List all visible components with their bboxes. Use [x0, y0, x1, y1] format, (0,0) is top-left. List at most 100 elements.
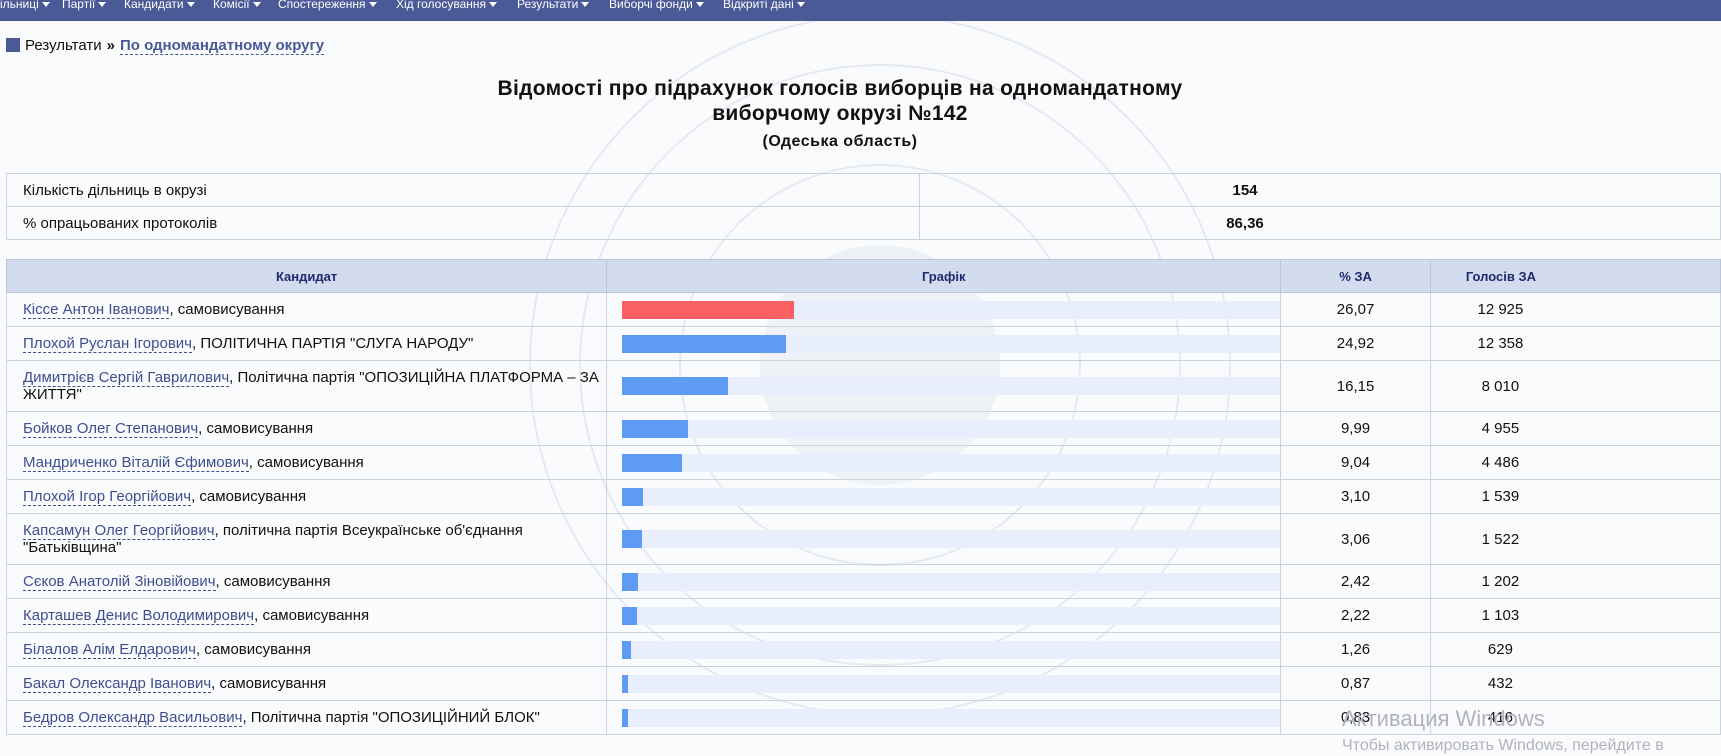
table-row: Карташев Денис Володимирович, самовисува…	[5, 598, 1721, 633]
candidate-link[interactable]: Мандриченко Віталій Єфимович	[23, 454, 249, 472]
bar-fill	[622, 572, 639, 591]
chart-cell	[606, 445, 1282, 480]
chart-cell	[606, 700, 1282, 735]
candidate-link[interactable]: Бакал Олександр Іванович	[23, 675, 212, 693]
votes-cell: 12 925	[1429, 292, 1721, 327]
nav-item-results[interactable]: Результати	[517, 0, 590, 13]
candidate-link[interactable]: Білалов Алім Елдарович	[23, 641, 196, 659]
nav-item-observation[interactable]: Спостереження	[278, 0, 377, 13]
candidate-link[interactable]: Сєков Анатолій Зіновійович	[23, 573, 216, 591]
candidate-link[interactable]: Димитрієв Сергій Гаврилович	[23, 369, 230, 387]
candidate-link[interactable]: Плохой Ігор Георгійович	[23, 488, 192, 506]
page-title-line2: виборчому окрузі №142	[712, 102, 968, 125]
chart-cell	[606, 360, 1282, 412]
bar-track	[622, 708, 1281, 727]
votes-cell: 8 010	[1429, 360, 1721, 412]
candidate-link[interactable]: Бедров Олександр Васильович	[23, 709, 243, 727]
candidate-party: , Політична партія "ОПОЗИЦІЙНИЙ БЛОК"	[242, 709, 540, 726]
nav-item-open-data[interactable]: Відкриті дані	[723, 0, 805, 13]
nav-item-election-funds[interactable]: Виборчі фонди	[609, 0, 704, 13]
percent-cell: 3,10	[1280, 479, 1431, 514]
chart-cell	[606, 564, 1282, 599]
candidate-party: , самовисування	[195, 641, 311, 658]
candidate-party: , політична партія Всеукраїнське об'єдна…	[23, 522, 523, 556]
chevron-down-icon	[695, 2, 704, 8]
square-icon	[6, 38, 20, 52]
candidate-cell: Плохой Руслан Ігорович, ПОЛІТИЧНА ПАРТІЯ…	[5, 326, 608, 361]
chart-cell	[606, 632, 1282, 667]
votes-cell: 1 103	[1429, 598, 1721, 633]
candidate-link[interactable]: Капсамун Олег Георгійович	[23, 522, 215, 540]
bar-track	[622, 300, 1281, 319]
bar-track	[622, 487, 1281, 506]
candidate-party: , самовисування	[169, 301, 285, 318]
chevron-down-icon	[98, 2, 107, 8]
candidate-cell: Карташев Денис Володимирович, самовисува…	[5, 598, 608, 633]
table-row: Білалов Алім Елдарович, самовисування 1,2…	[5, 632, 1721, 667]
summary-row: Кількість дільниць в окрузі 154	[6, 173, 1721, 207]
nav-item-parties[interactable]: Партії	[62, 0, 107, 13]
table-row: Плохой Руслан Ігорович, ПОЛІТИЧНА ПАРТІЯ…	[5, 326, 1721, 361]
chart-cell	[606, 666, 1282, 701]
candidate-link[interactable]: Кіссе Антон Іванович	[23, 301, 170, 319]
chevron-down-icon	[796, 2, 805, 8]
candidate-link[interactable]: Карташев Денис Володимирович	[23, 607, 255, 625]
table-row: Плохой Ігор Георгійович, самовисування 3,…	[5, 479, 1721, 514]
chevron-down-icon	[368, 2, 377, 8]
table-row: Кіссе Антон Іванович, самовисування 26,07…	[5, 292, 1721, 327]
candidate-link[interactable]: Плохой Руслан Ігорович	[23, 335, 192, 353]
nav-item-voting-progress[interactable]: Хід голосування	[396, 0, 498, 13]
candidate-party: , самовисування	[191, 488, 307, 505]
nav-item-candidates[interactable]: Кандидати	[124, 0, 195, 13]
bar-track	[622, 453, 1281, 472]
bar-fill	[622, 377, 729, 395]
chevron-down-icon	[41, 2, 50, 8]
candidate-party: , самовисування	[211, 675, 327, 692]
candidate-cell: Білалов Алім Елдарович, самовисування	[5, 632, 608, 667]
nav-item-commissions[interactable]: Комісії	[213, 0, 261, 13]
candidate-cell: Мандриченко Віталій Єфимович, самовисува…	[5, 445, 608, 480]
summary-table: Кількість дільниць в окрузі 154 % опраць…	[6, 173, 1721, 240]
chart-cell	[606, 326, 1282, 361]
results-header-row: Кандидат Графік % ЗА Голосів ЗА	[5, 259, 1721, 293]
candidate-party: , самовисування	[198, 420, 314, 437]
percent-cell: 3,06	[1280, 513, 1431, 565]
page-title-line1: Відомості про підрахунок голосів виборці…	[497, 77, 1183, 100]
percent-cell: 26,07	[1280, 292, 1431, 327]
bar-fill	[622, 487, 643, 506]
candidate-party: , самовисування	[215, 573, 331, 590]
votes-cell: 12 358	[1429, 326, 1721, 361]
chart-cell	[606, 479, 1282, 514]
candidate-cell: Кіссе Антон Іванович, самовисування	[5, 292, 608, 327]
bar-track	[622, 377, 1281, 395]
percent-cell: 24,92	[1280, 326, 1431, 361]
breadcrumb-current-link[interactable]: По одномандатному округу	[119, 37, 325, 55]
candidate-cell: Бакал Олександр Іванович, самовисування	[5, 666, 608, 701]
bar-track	[622, 334, 1281, 353]
chart-cell	[606, 598, 1282, 633]
percent-cell: 1,26	[1280, 632, 1431, 667]
percent-cell: 16,15	[1280, 360, 1431, 412]
candidate-link[interactable]: Бойков Олег Степанович	[23, 420, 199, 438]
chevron-down-icon	[489, 2, 498, 8]
bar-track	[622, 530, 1281, 548]
votes-cell: 432	[1429, 666, 1721, 701]
summary-label: Кількість дільниць в окрузі	[6, 173, 920, 207]
header-candidate: Кандидат	[5, 259, 608, 293]
bar-track	[622, 640, 1281, 659]
bar-track	[622, 572, 1281, 591]
nav-item-stations[interactable]: ільниці	[0, 0, 50, 13]
header-votes: Голосів ЗА	[1429, 259, 1721, 293]
candidate-cell: Бедров Олександр Васильович, Політична п…	[5, 700, 608, 735]
chart-cell	[606, 411, 1282, 446]
table-row: Сєков Анатолій Зіновійович, самовисуванн…	[5, 564, 1721, 599]
bar-fill	[622, 334, 787, 353]
breadcrumb-root: Результати	[25, 37, 102, 54]
votes-cell: 1 539	[1429, 479, 1721, 514]
chart-cell	[606, 513, 1282, 565]
chart-cell	[606, 292, 1282, 327]
percent-cell: 9,04	[1280, 445, 1431, 480]
candidate-party: , ПОЛІТИЧНА ПАРТІЯ "СЛУГА НАРОДУ"	[191, 335, 474, 352]
table-row: Бедров Олександр Васильович, Політична п…	[5, 700, 1721, 735]
bar-track	[622, 674, 1281, 693]
